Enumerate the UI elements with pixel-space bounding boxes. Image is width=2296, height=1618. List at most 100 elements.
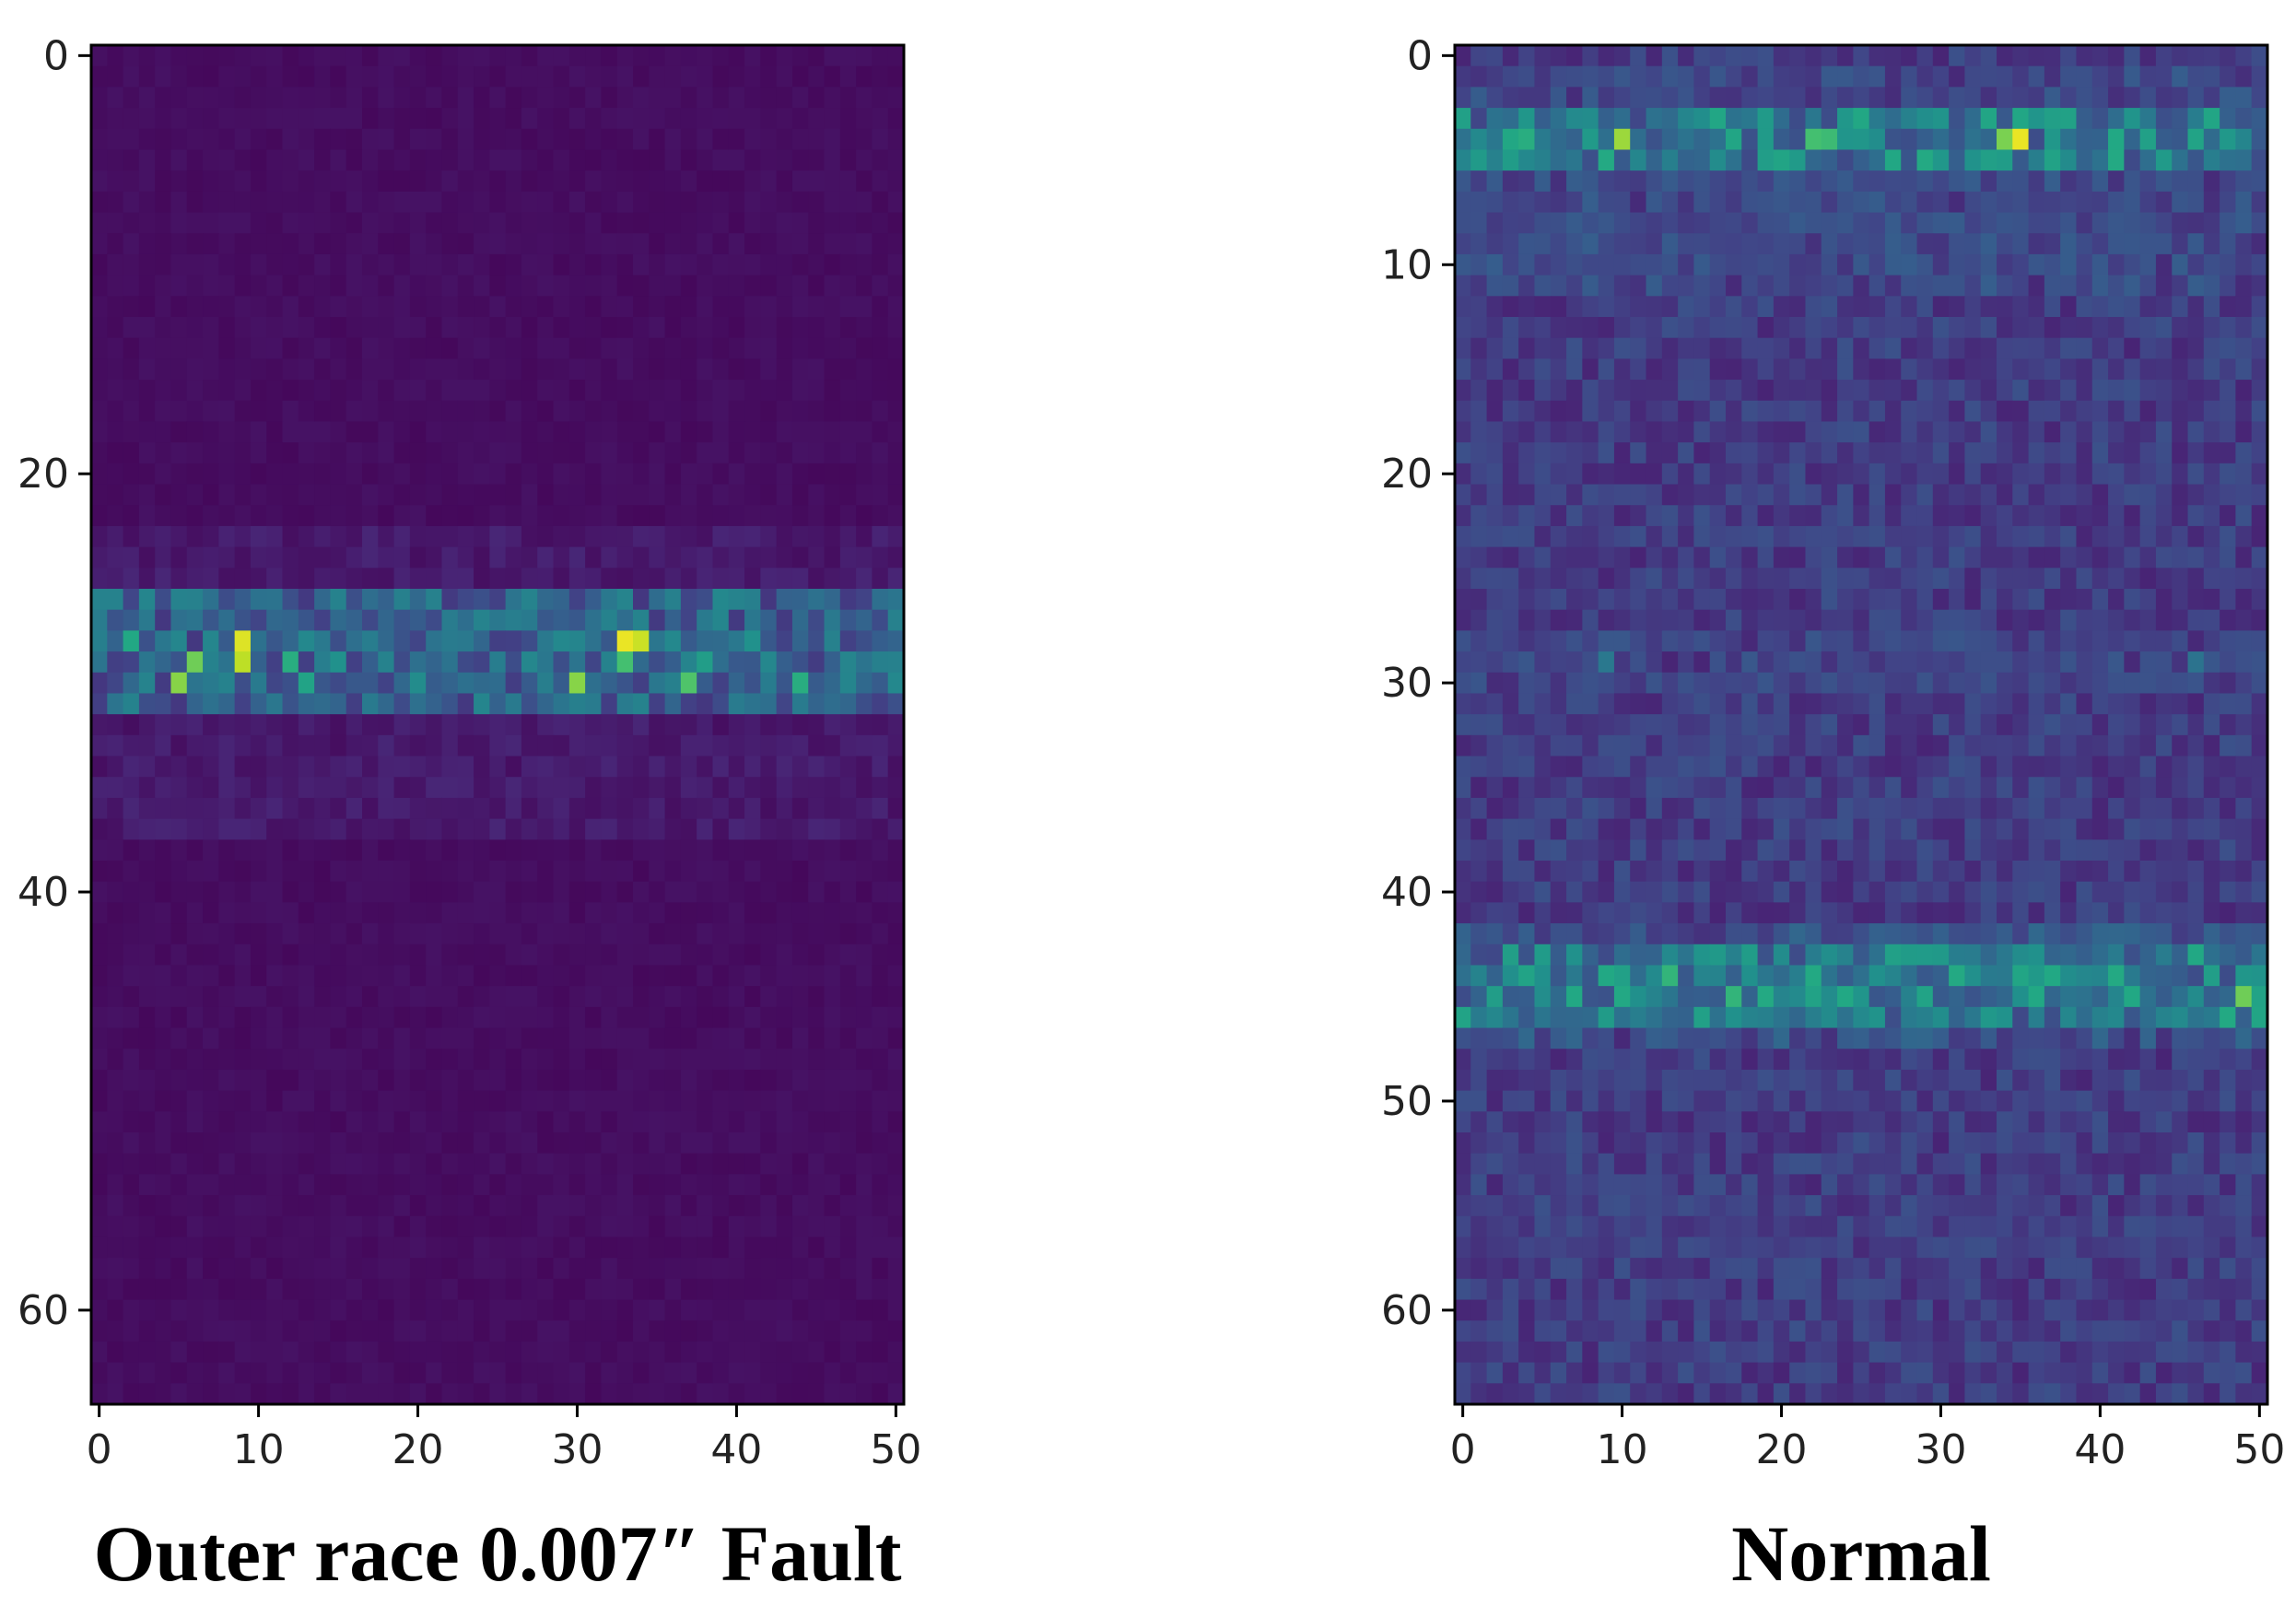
heatmap-cell — [697, 756, 713, 778]
heatmap-cell — [362, 1132, 379, 1154]
heatmap-cell — [91, 276, 108, 297]
heatmap-cell — [1885, 276, 1902, 297]
heatmap-cell — [107, 233, 123, 254]
heatmap-cell — [1487, 233, 1504, 254]
heatmap-cell — [569, 170, 586, 192]
heatmap-cell — [888, 1007, 905, 1028]
heatmap-cell — [649, 651, 665, 673]
heatmap-cell — [187, 1049, 204, 1070]
heatmap-cell — [840, 965, 857, 986]
heatmap-cell — [330, 129, 346, 150]
heatmap-cell — [633, 129, 650, 150]
heatmap-cell — [410, 1007, 427, 1028]
heatmap-cell — [299, 756, 315, 778]
heatmap-cell — [489, 1049, 506, 1070]
heatmap-cell — [1822, 254, 1838, 276]
heatmap-cell — [506, 902, 522, 923]
heatmap-cell — [697, 338, 713, 359]
heatmap-cell — [2252, 233, 2268, 254]
heatmap-cell — [729, 45, 745, 66]
heatmap-cell — [362, 317, 379, 338]
heatmap-cell — [617, 902, 634, 923]
heatmap-cell — [123, 1154, 140, 1175]
heatmap-cell — [474, 358, 490, 380]
heatmap-cell — [856, 923, 873, 944]
heatmap-cell — [378, 568, 394, 589]
heatmap-cell — [2156, 485, 2173, 506]
heatmap-cell — [394, 129, 411, 150]
heatmap-cell — [2220, 630, 2236, 651]
heatmap-cell — [825, 1279, 841, 1300]
heatmap-cell — [665, 233, 682, 254]
heatmap-cell — [1741, 589, 1758, 610]
heatmap-cell — [299, 923, 315, 944]
heatmap-cell — [1853, 421, 1869, 442]
heatmap-cell — [744, 819, 761, 840]
heatmap-cell — [2092, 276, 2109, 297]
heatmap-cell — [378, 421, 394, 442]
heatmap-cell — [314, 192, 331, 213]
heatmap-cell — [1964, 463, 1981, 485]
heatmap-cell — [585, 442, 602, 463]
heatmap-cell — [1630, 547, 1646, 569]
heatmap-cell — [729, 714, 745, 735]
heatmap-cell — [2029, 254, 2045, 276]
heatmap-cell — [569, 1342, 586, 1363]
heatmap-cell — [123, 1237, 140, 1258]
heatmap-cell — [825, 1028, 841, 1049]
heatmap-cell — [2252, 87, 2268, 108]
heatmap-cell — [489, 965, 506, 986]
heatmap-cell — [808, 1070, 825, 1091]
heatmap-cell — [187, 149, 204, 170]
heatmap-cell — [697, 505, 713, 526]
heatmap-cell — [521, 1258, 538, 1279]
heatmap-cell — [585, 1111, 602, 1132]
heatmap-cell — [521, 777, 538, 798]
heatmap-cell — [760, 485, 777, 506]
heatmap-cell — [585, 693, 602, 714]
heatmap-cell — [649, 129, 665, 150]
heatmap-cell — [394, 839, 411, 861]
heatmap-cell — [777, 1300, 793, 1321]
heatmap-cell — [170, 610, 187, 631]
heatmap-cell — [1789, 442, 1806, 463]
heatmap-cell — [506, 1383, 522, 1404]
heatmap-cell — [155, 463, 171, 485]
heatmap-cell — [856, 1049, 873, 1070]
heatmap-cell — [1758, 192, 1775, 213]
heatmap-cell — [426, 1049, 442, 1070]
heatmap-cell — [426, 380, 442, 401]
heatmap-cell — [697, 1007, 713, 1028]
heatmap-cell — [218, 505, 235, 526]
x-tick-label: 0 — [87, 1426, 112, 1473]
heatmap-cell — [1614, 192, 1631, 213]
heatmap-cell — [808, 1091, 825, 1112]
heatmap-cell — [203, 526, 219, 547]
heatmap-cell — [872, 735, 888, 756]
heatmap-cell — [394, 1028, 411, 1049]
heatmap-cell — [825, 610, 841, 631]
heatmap-cell — [760, 129, 777, 150]
heatmap-cell — [617, 839, 634, 861]
heatmap-cell — [235, 673, 252, 694]
heatmap-cell — [187, 923, 204, 944]
heatmap-cell — [825, 1258, 841, 1279]
heatmap-cell — [1630, 651, 1646, 673]
heatmap-cell — [362, 401, 379, 422]
heatmap-cell — [633, 902, 650, 923]
heatmap-cell — [203, 861, 219, 882]
heatmap-cell — [426, 463, 442, 485]
heatmap-cell — [872, 589, 888, 610]
heatmap-cell — [521, 1363, 538, 1384]
heatmap-cell — [123, 296, 140, 317]
heatmap-cell — [139, 1028, 156, 1049]
heatmap-cell — [729, 1111, 745, 1132]
heatmap-cell — [777, 1258, 793, 1279]
heatmap-cell — [554, 338, 570, 359]
heatmap-cell — [139, 1216, 156, 1237]
heatmap-cell — [1805, 66, 1822, 88]
heatmap-cell — [777, 129, 793, 150]
heatmap-cell — [218, 276, 235, 297]
heatmap-cell — [585, 923, 602, 944]
heatmap-cell — [856, 213, 873, 234]
